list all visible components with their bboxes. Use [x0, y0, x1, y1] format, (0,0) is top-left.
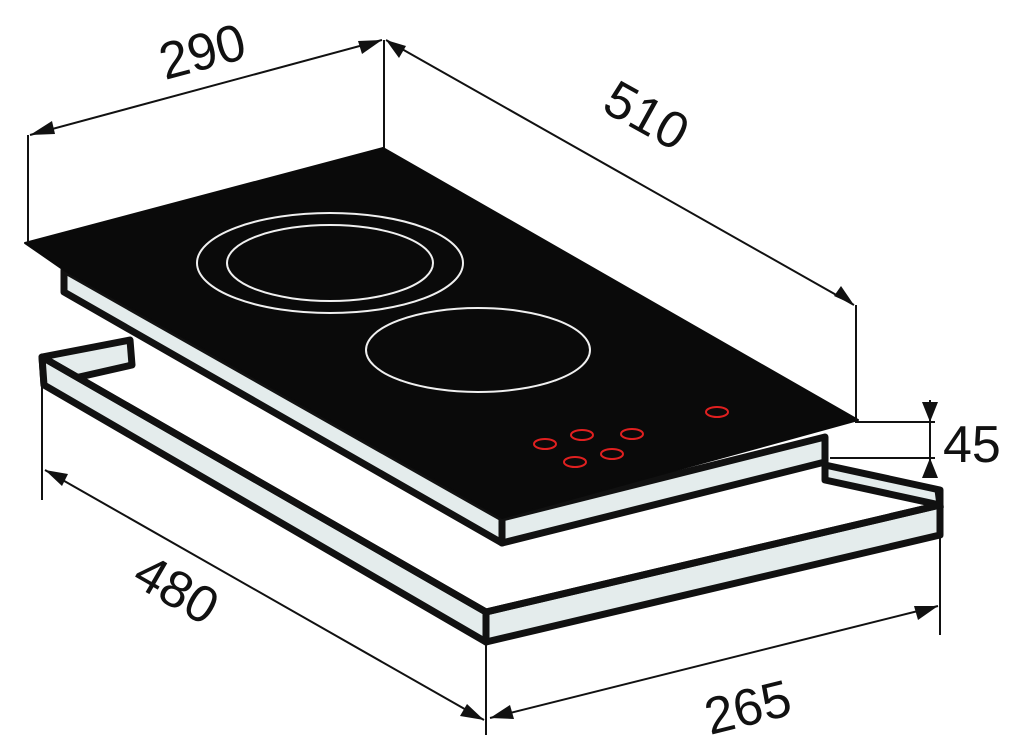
hob — [24, 147, 859, 547]
cutout-width-label: 265 — [699, 669, 797, 746]
arrowhead — [914, 606, 938, 620]
touch-control — [570, 429, 594, 441]
hob-front-edge — [498, 433, 829, 547]
arrowhead — [460, 704, 484, 720]
width-dimension-line — [29, 39, 383, 136]
arrowhead — [45, 470, 68, 486]
cooking-zone-large-outer — [196, 212, 464, 314]
cooking-zone-small — [365, 307, 591, 393]
arrowhead — [922, 402, 938, 422]
cutout-depth-label: 480 — [124, 543, 228, 637]
touch-control — [533, 438, 557, 450]
touch-control — [705, 406, 729, 418]
touch-control — [600, 448, 624, 460]
thickness-label: 45 — [943, 416, 1001, 474]
arrowhead — [490, 705, 514, 719]
cooking-zone-large-inner — [226, 224, 434, 302]
arrowhead — [386, 40, 406, 58]
frame-right-side — [821, 461, 944, 509]
top-depth-label: 510 — [594, 70, 698, 163]
dimension-lines — [27, 39, 941, 735]
arrowhead — [834, 286, 854, 305]
arrowhead — [30, 121, 55, 135]
hob-glass-top — [24, 147, 859, 519]
depth-dimension-line — [385, 39, 855, 306]
arrowhead — [358, 40, 382, 54]
touch-control — [563, 456, 587, 468]
frame-top-rim — [40, 353, 944, 616]
cutout-depth-dimension-line — [44, 469, 485, 721]
touch-control — [620, 428, 644, 440]
cutout-width-dimension-line — [489, 605, 939, 719]
arrowhead — [922, 458, 938, 478]
